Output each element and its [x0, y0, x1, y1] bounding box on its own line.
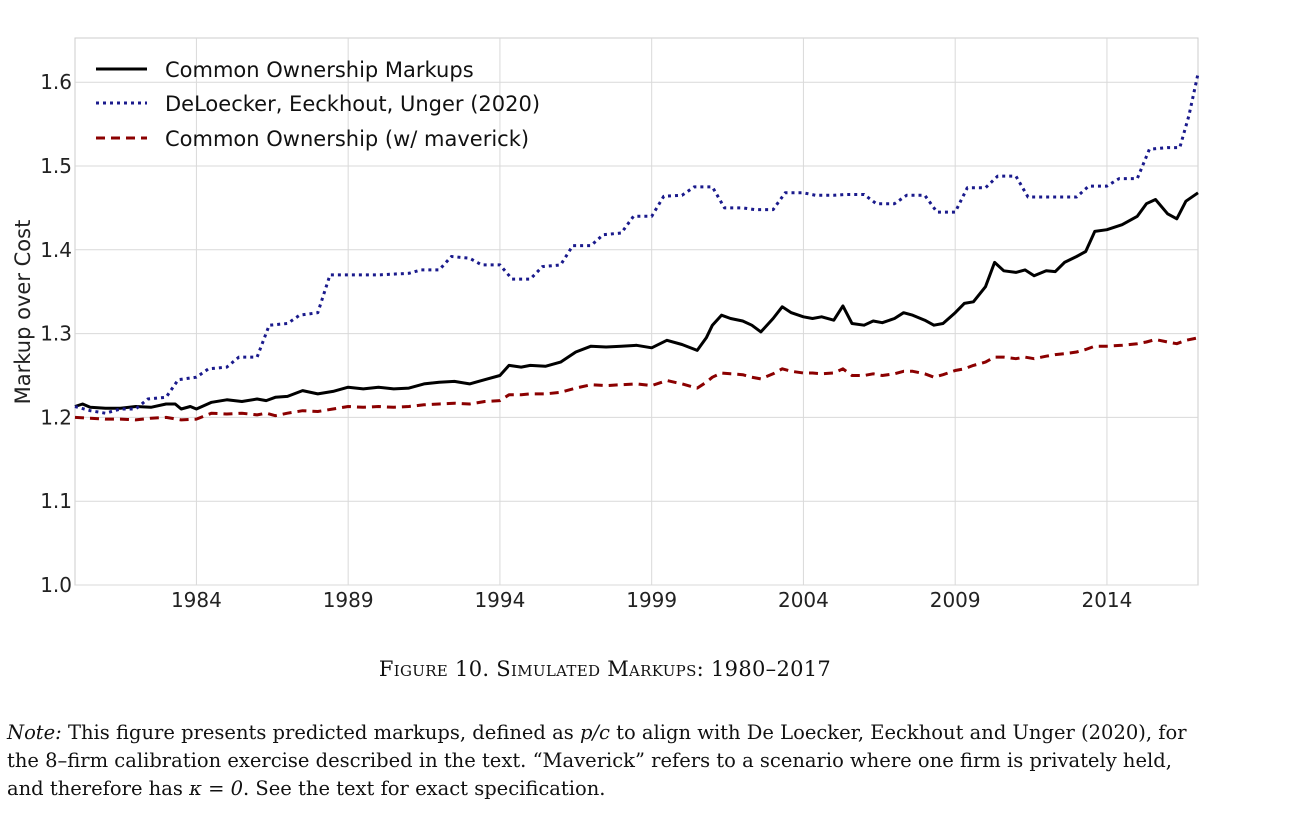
y-tick-label: 1.2	[40, 405, 72, 429]
x-tick-label: 1999	[626, 588, 677, 612]
legend-label-maverick: Common Ownership (w/ maverick)	[165, 127, 529, 151]
x-tick-label: 1984	[171, 588, 222, 612]
series-line-common-ownership	[74, 191, 1199, 411]
x-tick-label: 1994	[474, 588, 525, 612]
legend-label-common-ownership: Common Ownership Markups	[165, 58, 474, 82]
x-tick-label: 2009	[930, 588, 981, 612]
series-line-deloecker	[74, 73, 1200, 415]
x-axis-ticks: 1984 1989 1994 1999 2004 2009 2014	[171, 588, 1132, 612]
x-tick-label: 2004	[778, 588, 829, 612]
y-axis-ticks: 1.0 1.1 1.2 1.3 1.4 1.5 1.6	[40, 70, 72, 597]
plot-area	[74, 37, 1199, 586]
x-tick-label: 1989	[323, 588, 374, 612]
y-tick-label: 1.5	[40, 154, 72, 178]
note-text-2: to align with De Loecker, Eeckhout and U…	[7, 721, 1187, 800]
x-tick-label: 2014	[1081, 588, 1132, 612]
note-kappa: κ = 0	[189, 777, 244, 800]
figure-caption: Figure 10. Simulated Markups: 1980–2017	[378, 657, 832, 681]
figure-note: Note: This figure presents predicted mar…	[7, 719, 1207, 803]
y-tick-label: 1.0	[40, 573, 72, 597]
y-tick-label: 1.1	[40, 489, 72, 513]
legend-label-deloecker: DeLoecker, Eeckhout, Unger (2020)	[165, 92, 540, 116]
note-formula: p/c	[579, 721, 610, 744]
note-text-3: . See the text for exact specification.	[243, 777, 606, 800]
legend: Common Ownership Markups DeLoecker, Eeck…	[96, 58, 540, 151]
y-tick-label: 1.6	[40, 70, 72, 94]
series-lines	[74, 73, 1200, 422]
markup-chart: 1984 1989 1994 1999 2004 2009 2014 1.01.11.21.…	[11, 37, 1200, 612]
series-line-maverick	[74, 336, 1199, 422]
y-axis-label: Markup over Cost	[11, 220, 35, 405]
note-text-1: This figure presents predicted markups, …	[61, 721, 580, 744]
note-label: Note:	[7, 721, 62, 744]
y-tick-label: 1.3	[40, 322, 72, 346]
y-tick-label: 1.4	[40, 238, 72, 262]
